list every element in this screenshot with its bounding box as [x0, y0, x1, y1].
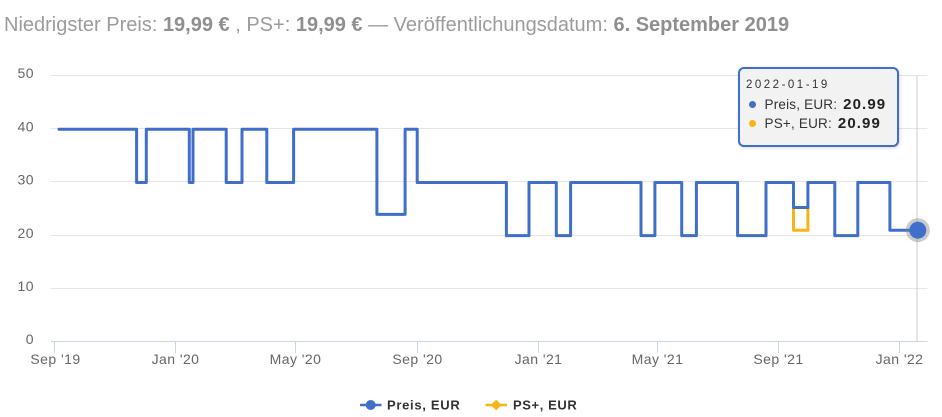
svg-text:PS+, EUR: PS+, EUR — [513, 398, 577, 413]
svg-text:40: 40 — [18, 119, 34, 135]
svg-text:10: 10 — [18, 278, 34, 294]
svg-text:Sep '19: Sep '19 — [30, 351, 80, 367]
svg-text:Preis, EUR: Preis, EUR — [387, 398, 460, 413]
svg-text:May '20: May '20 — [270, 351, 322, 367]
svg-text:Sep '21: Sep '21 — [753, 351, 803, 367]
svg-text:Jan '20: Jan '20 — [152, 351, 200, 367]
svg-text:30: 30 — [18, 172, 34, 188]
svg-text:Jan '22: Jan '22 — [876, 351, 924, 367]
svg-text:Jan '21: Jan '21 — [515, 351, 563, 367]
svg-text:50: 50 — [18, 65, 34, 81]
svg-text:20: 20 — [18, 225, 34, 241]
svg-text:May '21: May '21 — [632, 351, 684, 367]
svg-text:0: 0 — [26, 331, 34, 347]
svg-text:Sep '20: Sep '20 — [392, 351, 442, 367]
